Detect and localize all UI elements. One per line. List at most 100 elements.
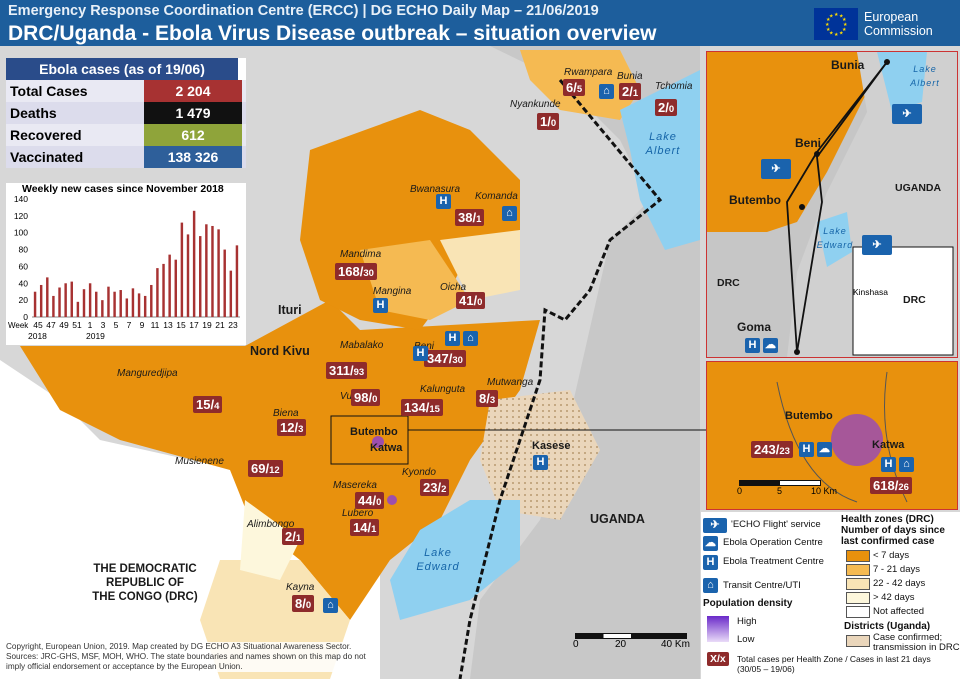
x-tick-label: 9 xyxy=(140,320,145,330)
chart-bar xyxy=(229,270,233,317)
chart-bar xyxy=(82,289,86,317)
treatment-centre-icon: H xyxy=(445,331,460,346)
svg-text:★: ★ xyxy=(842,27,847,33)
badge-mabalako: 311/93 xyxy=(326,362,368,379)
stats-row: Total Cases 2 204 xyxy=(6,80,246,102)
legend-transit-centre-icon: ⌂ xyxy=(703,578,718,593)
legend-badge-note: Total cases per Health Zone / Cases in l… xyxy=(737,654,931,674)
lake-albert-label: Lake Albert xyxy=(645,131,681,157)
zoom-scale-0: 0 xyxy=(737,486,743,496)
chart-bar xyxy=(150,284,153,317)
badge-manguredjipa: 15/4 xyxy=(193,396,223,413)
x-tick-label: 23 xyxy=(228,320,238,330)
chart-bar xyxy=(186,234,190,317)
inset-lake-albert: Lake Albert xyxy=(910,64,940,88)
uganda-area xyxy=(470,46,700,679)
y-tick-label: 20 xyxy=(19,295,29,305)
stats-value: 138 326 xyxy=(144,146,242,168)
legend-swatch-22-42 xyxy=(846,578,870,590)
x-tick-label: 51 xyxy=(72,320,82,330)
inset-place-butembo: Butembo xyxy=(729,193,781,207)
treatment-centre-icon: H xyxy=(413,346,428,361)
stats-value: 612 xyxy=(144,124,242,146)
zone-alimbongo: Alimbongo xyxy=(247,519,295,530)
chart-bar xyxy=(76,301,80,317)
echo-flight-icon: ✈ xyxy=(862,235,892,255)
legend-district-item: Case confirmed; transmission in DRC xyxy=(873,632,960,653)
ec-logo-line2: Commission xyxy=(864,24,933,38)
legend-swatch-7-21 xyxy=(846,564,870,576)
district-kasese: Kasese xyxy=(532,440,571,452)
svg-text:★: ★ xyxy=(839,31,844,37)
transit-centre-icon: ⌂ xyxy=(463,331,478,346)
lake-edward-shape xyxy=(390,500,520,620)
stats-value: 1 479 xyxy=(144,102,242,124)
zone-mangina: Mangina xyxy=(373,286,412,297)
badge-kyondo: 23/2 xyxy=(420,479,450,496)
inset-overview: Bunia Beni Butembo Goma Kinshasa DRC UGA… xyxy=(706,51,958,358)
transit-centre-icon: ⌂ xyxy=(599,84,614,99)
inset-place-drc: DRC xyxy=(717,277,740,289)
x-tick-label: 3 xyxy=(101,320,106,330)
zone-mutwanga: Mutwanga xyxy=(487,377,534,388)
map-legend: ✈ 'ECHO Flight' service ☁ Ebola Operatio… xyxy=(701,512,960,679)
scale-label-40: 40 Km xyxy=(661,639,690,650)
treatment-centre-icon: H xyxy=(533,455,548,470)
chart-bar xyxy=(205,224,208,317)
chart-bar xyxy=(192,210,196,317)
zoom-scale-bar: 0 5 10 Km xyxy=(737,480,837,500)
lake-edward-label: Lake Edward xyxy=(416,547,460,573)
badge-alimbongo: 2/1 xyxy=(282,528,305,545)
pop-density-masereka xyxy=(387,495,397,505)
stats-label: Recovered xyxy=(10,127,82,143)
legend-hz-not-affected: Not affected xyxy=(873,606,925,617)
zoom-badge-katwa: 618/26 xyxy=(870,477,912,494)
chart-bar xyxy=(113,291,116,317)
zone-mabalako: Mabalako xyxy=(340,340,384,351)
badge-musienene: 69/12 xyxy=(248,460,283,477)
chart-bar xyxy=(33,291,37,317)
legend-swatch-lt7 xyxy=(846,550,870,562)
x-tick-label: 11 xyxy=(151,320,160,330)
badge-komanda: 38/1 xyxy=(455,209,485,226)
echo-flight-icon: ✈ xyxy=(892,104,922,124)
treatment-centre-icon: H xyxy=(373,298,388,313)
zone-katwa: Katwa xyxy=(370,442,403,454)
chart-bar xyxy=(180,222,184,317)
country-uganda: UGANDA xyxy=(590,512,645,526)
stats-row: Recovered 612 xyxy=(6,124,246,146)
legend-operation-centre-icon: ☁ xyxy=(703,536,718,551)
international-border xyxy=(458,79,663,679)
echo-flight-icon: ✈ xyxy=(761,159,791,179)
x-tick-label: 1 xyxy=(88,320,93,330)
badge-oicha: 41/0 xyxy=(456,292,486,309)
stats-title: Ebola cases (as of 19/06) xyxy=(6,58,238,80)
european-commission-logo: ★ ★ ★ ★ ★ ★ ★ ★ ★ ★ ★ ★ European Commission xyxy=(814,5,954,43)
legend-pop-gradient xyxy=(707,616,729,642)
legend-flight-icon: ✈ xyxy=(703,518,727,533)
badge-masereka: 44/0 xyxy=(355,492,385,509)
chart-bar xyxy=(107,286,110,317)
y-tick-label: 0 xyxy=(23,312,28,322)
pop-density-butembo xyxy=(372,436,384,448)
zone-kyondo: Kyondo xyxy=(402,467,436,478)
chart-bar xyxy=(101,300,104,317)
zoom-badge-butembo: 243/23 xyxy=(751,441,793,458)
inset-place-drc-small: DRC xyxy=(903,294,926,306)
x-tick-label: 15 xyxy=(176,320,186,330)
zoom-scale-5: 5 xyxy=(777,486,783,496)
eu-flag-icon: ★ ★ ★ ★ ★ ★ ★ ★ ★ ★ ★ ★ xyxy=(814,8,858,40)
inset-place-goma: Goma xyxy=(737,320,772,334)
zone-bwanasura: Bwanasura xyxy=(410,184,461,195)
stats-value: 2 204 xyxy=(144,80,242,102)
svg-text:★: ★ xyxy=(826,17,831,23)
zone-alimbongo-area xyxy=(240,500,300,580)
legend-flight-label: 'ECHO Flight' service xyxy=(731,519,821,530)
chart-bar xyxy=(125,298,129,317)
badge-mutwanga: 8/3 xyxy=(476,390,499,407)
treatment-centre-icon: H xyxy=(881,457,896,472)
svg-text:★: ★ xyxy=(843,22,848,28)
year-label: 2019 xyxy=(86,331,105,341)
chart-bar xyxy=(131,288,135,317)
zone-lubero: Lubero xyxy=(342,508,374,519)
